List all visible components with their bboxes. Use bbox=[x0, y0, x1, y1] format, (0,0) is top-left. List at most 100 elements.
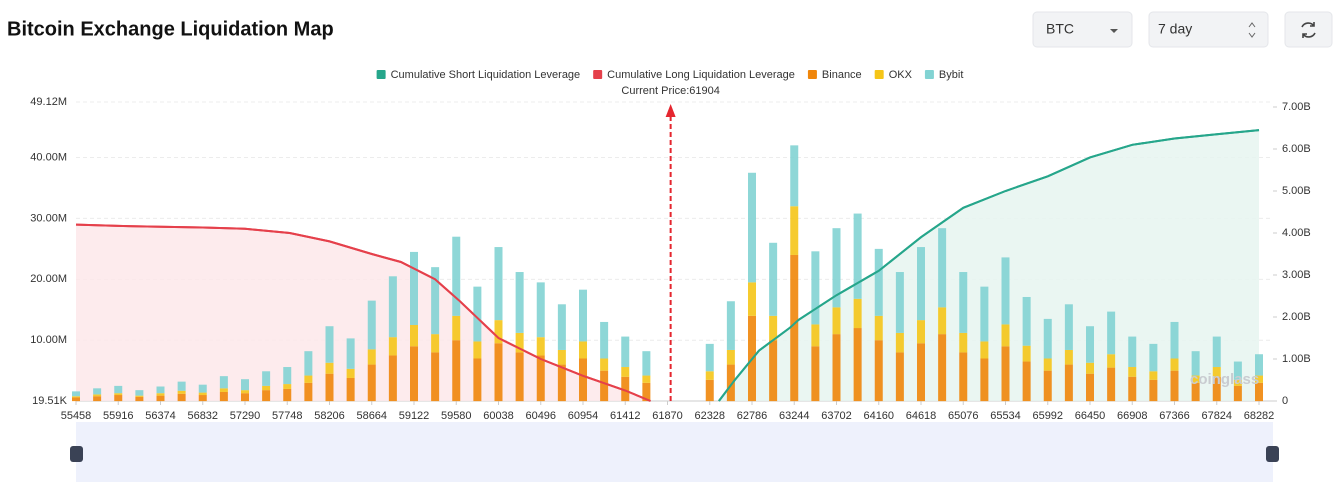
legend-item[interactable]: OKX bbox=[874, 69, 913, 81]
bar bbox=[1128, 336, 1137, 368]
bar bbox=[536, 282, 545, 338]
bar bbox=[388, 276, 397, 338]
refresh-box[interactable] bbox=[1284, 11, 1333, 48]
bar bbox=[135, 395, 144, 397]
bar bbox=[198, 384, 207, 393]
bar bbox=[262, 390, 271, 402]
bar bbox=[600, 370, 609, 402]
bar bbox=[874, 315, 883, 341]
range-slider[interactable] bbox=[76, 422, 1273, 482]
bar bbox=[114, 393, 123, 396]
y2-tick-label: 2.00B bbox=[1282, 311, 1311, 323]
x-tick-label: 55458 bbox=[61, 410, 92, 422]
bar bbox=[1128, 367, 1137, 377]
refresh-button[interactable] bbox=[1284, 11, 1333, 48]
legend-swatch bbox=[376, 70, 386, 79]
bar bbox=[1107, 367, 1116, 402]
bar bbox=[1212, 336, 1221, 368]
bar bbox=[874, 340, 883, 402]
period-select-box[interactable] bbox=[1148, 11, 1269, 48]
x-tick-label: 56832 bbox=[187, 410, 218, 422]
x-tick-label: 58664 bbox=[356, 410, 387, 422]
bar bbox=[579, 341, 587, 359]
bar bbox=[1064, 304, 1073, 350]
bar bbox=[959, 272, 968, 333]
coin-select[interactable]: BTC bbox=[1032, 11, 1133, 48]
bar bbox=[1064, 349, 1073, 365]
bar bbox=[1043, 318, 1052, 359]
x-tick-label: 60954 bbox=[568, 410, 599, 422]
legend-item[interactable]: Cumulative Short Liquidation Leverage bbox=[376, 69, 581, 81]
x-tick-label: 64618 bbox=[906, 410, 937, 422]
bar bbox=[1149, 379, 1158, 402]
legend-label: OKX bbox=[889, 69, 913, 81]
bar bbox=[980, 358, 989, 402]
legend-swatch bbox=[924, 70, 934, 79]
y2-tick-label: 4.00B bbox=[1282, 227, 1311, 239]
bar bbox=[726, 364, 735, 402]
bar bbox=[832, 307, 841, 335]
bar bbox=[1064, 364, 1073, 402]
bar bbox=[515, 352, 524, 402]
bar bbox=[473, 341, 482, 359]
bar bbox=[1107, 311, 1116, 355]
x-tick-label: 68282 bbox=[1244, 410, 1275, 422]
slider-handle-left[interactable] bbox=[70, 446, 83, 462]
bar bbox=[1086, 326, 1094, 363]
y2-tick-label: 3.00B bbox=[1282, 269, 1311, 281]
legend-item[interactable]: Bybit bbox=[924, 69, 963, 81]
x-tick-label: 64160 bbox=[863, 410, 894, 422]
bar bbox=[959, 352, 968, 402]
bar bbox=[93, 388, 102, 395]
period-select-value[interactable]: 7 day bbox=[1158, 21, 1192, 37]
x-tick-label: 56374 bbox=[145, 410, 176, 422]
bar bbox=[515, 272, 524, 333]
bar bbox=[177, 390, 186, 394]
bar bbox=[325, 326, 334, 363]
bar bbox=[536, 355, 545, 402]
bar bbox=[769, 242, 778, 316]
bar bbox=[853, 328, 862, 402]
x-tick-label: 63702 bbox=[821, 410, 852, 422]
bar bbox=[557, 304, 566, 350]
bar bbox=[431, 352, 440, 402]
line bbox=[718, 129, 1260, 402]
bar bbox=[114, 395, 123, 402]
y-tick-label: 40.00M bbox=[30, 151, 67, 163]
bar bbox=[325, 373, 334, 402]
bar bbox=[93, 396, 102, 402]
bar bbox=[705, 379, 714, 402]
x-tick-label: 67824 bbox=[1201, 410, 1232, 422]
bar bbox=[1191, 375, 1200, 383]
dropdown-caret bbox=[1110, 29, 1118, 33]
legend-item[interactable]: Binance bbox=[807, 69, 862, 81]
bar bbox=[262, 385, 271, 391]
bar bbox=[1001, 346, 1010, 402]
bar bbox=[790, 206, 799, 255]
refresh-icon bbox=[1301, 22, 1316, 38]
bar bbox=[917, 247, 925, 321]
bar bbox=[410, 324, 418, 347]
slider-handle-right[interactable] bbox=[1266, 446, 1279, 462]
bar bbox=[600, 358, 609, 371]
bar bbox=[536, 337, 545, 356]
chart-title: Bitcoin Exchange Liquidation Map bbox=[7, 18, 334, 40]
bar bbox=[367, 300, 376, 350]
x-tick-label: 65992 bbox=[1032, 410, 1063, 422]
bar bbox=[769, 340, 778, 402]
bar bbox=[177, 381, 186, 391]
bar bbox=[1255, 375, 1263, 383]
period-select[interactable]: 7 day bbox=[1148, 11, 1269, 48]
bar bbox=[874, 248, 883, 316]
bar bbox=[346, 368, 355, 378]
bar bbox=[1255, 382, 1263, 402]
x-tick-label: 62328 bbox=[694, 410, 725, 422]
coin-select-value[interactable]: BTC bbox=[1046, 21, 1074, 37]
bar bbox=[895, 272, 904, 333]
bar bbox=[1255, 354, 1263, 376]
bar bbox=[367, 349, 376, 365]
x-tick-label: 57290 bbox=[230, 410, 261, 422]
bar bbox=[325, 362, 334, 374]
legend-item[interactable]: Cumulative Long Liquidation Leverage bbox=[593, 69, 795, 81]
coin-select-box[interactable] bbox=[1032, 11, 1133, 48]
